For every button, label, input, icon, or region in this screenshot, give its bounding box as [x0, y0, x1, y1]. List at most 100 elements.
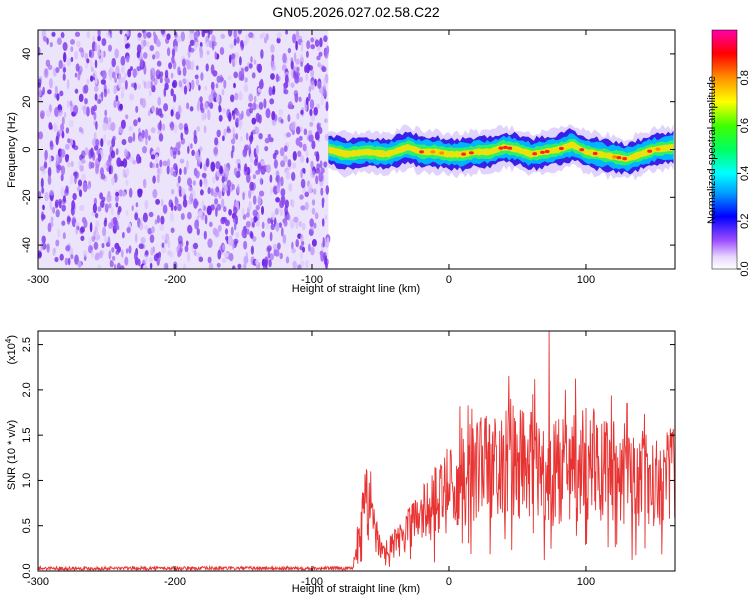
- noise-cell: [148, 135, 151, 141]
- noise-cell: [38, 87, 42, 97]
- noise-cell: [319, 160, 323, 169]
- noise-cell: [65, 185, 69, 194]
- noise-cell: [72, 193, 77, 201]
- noise-cell: [53, 122, 57, 133]
- noise-cell: [103, 133, 107, 142]
- noise-cell: [231, 242, 235, 250]
- noise-cell: [248, 143, 251, 151]
- noise-cell: [142, 264, 148, 269]
- noise-cell: [157, 122, 162, 131]
- y-tick-label: 1.5: [21, 428, 33, 443]
- noise-cell: [223, 206, 227, 213]
- noise-cell: [308, 134, 314, 143]
- noise-cell: [115, 148, 119, 156]
- noise-cell: [49, 200, 52, 211]
- noise-cell: [138, 258, 141, 267]
- noise-cell: [255, 144, 259, 155]
- noise-cell: [236, 158, 241, 166]
- noise-cell: [276, 186, 281, 193]
- noise-cell: [172, 150, 177, 160]
- noise-cell: [295, 239, 300, 248]
- noise-cell: [300, 178, 306, 189]
- noise-cell: [213, 146, 219, 155]
- noise-cell: [54, 85, 58, 92]
- noise-cell: [192, 242, 199, 250]
- noise-cell: [248, 200, 252, 211]
- noise-cell: [182, 199, 188, 208]
- noise-cell: [90, 162, 95, 169]
- noise-cell: [287, 114, 291, 122]
- noise-cell: [235, 117, 240, 124]
- noise-cell: [70, 46, 74, 52]
- noise-cell: [66, 79, 70, 90]
- noise-cell: [211, 40, 215, 51]
- noise-cell: [161, 242, 165, 248]
- noise-cell: [116, 225, 120, 230]
- colorbar-gradient: [711, 29, 738, 270]
- noise-cell: [149, 45, 155, 52]
- y-tick-label: 2.0: [21, 382, 33, 397]
- noise-cell: [61, 116, 65, 125]
- noise-cell: [309, 121, 314, 127]
- noise-cell: [60, 148, 66, 158]
- noise-cell: [309, 218, 315, 228]
- noise-cell: [320, 87, 324, 96]
- snr-scale-factor: (x104): [4, 335, 18, 365]
- noise-cell: [141, 129, 145, 139]
- noise-cell: [107, 88, 110, 95]
- noise-cell: [124, 43, 129, 49]
- noise-cell: [91, 235, 96, 242]
- noise-cell: [318, 172, 324, 182]
- noise-cell: [176, 35, 182, 43]
- noise-cell: [226, 179, 232, 188]
- noise-cell: [269, 174, 273, 183]
- noise-cell: [259, 190, 265, 197]
- noise-cell: [234, 222, 237, 231]
- noise-cell: [70, 57, 74, 62]
- noise-cell: [69, 174, 74, 185]
- noise-cell: [100, 138, 104, 148]
- noise-cell: [44, 149, 48, 160]
- noise-cell: [324, 255, 328, 266]
- noise-cell: [144, 128, 149, 140]
- noise-cell: [59, 90, 64, 97]
- snr-y-ticks: 0.0 0.5 1.0 1.5 2.0 2.5: [21, 337, 675, 579]
- noise-cell: [275, 222, 280, 232]
- noise-cell: [74, 31, 81, 37]
- noise-cell: [237, 183, 240, 194]
- signal-hot-spot: [461, 152, 466, 156]
- noise-cell: [48, 122, 53, 130]
- noise-cell: [310, 80, 315, 91]
- noise-cell: [311, 170, 316, 178]
- noise-cell: [290, 59, 294, 70]
- noise-cell: [298, 96, 302, 103]
- noise-cell: [223, 252, 229, 258]
- noise-cell: [149, 262, 153, 269]
- noise-cell: [199, 96, 203, 103]
- noise-cell: [233, 206, 238, 215]
- noise-cell: [166, 33, 171, 40]
- noise-cell: [321, 199, 325, 209]
- noise-cell: [264, 137, 270, 144]
- noise-cell: [255, 259, 259, 266]
- noise-cell: [164, 69, 169, 79]
- noise-cell: [135, 105, 139, 113]
- noise-cell: [152, 175, 156, 184]
- noise-cell: [114, 242, 120, 250]
- colorbar-label: Normalized spectral amplitude: [706, 76, 718, 224]
- noise-cell: [54, 256, 59, 263]
- noise-cell: [65, 143, 70, 150]
- noise-cell: [283, 145, 288, 152]
- noise-cell: [183, 263, 187, 269]
- x-tick-label: -300: [27, 576, 49, 588]
- noise-cell: [67, 257, 71, 266]
- noise-cell: [256, 90, 260, 97]
- noise-cell: [245, 212, 250, 218]
- noise-cell: [120, 90, 125, 99]
- noise-cell: [287, 47, 292, 54]
- noise-cell: [279, 147, 285, 157]
- noise-cell: [274, 208, 279, 216]
- noise-cell: [147, 227, 153, 235]
- signal-hot-spot: [419, 150, 424, 154]
- noise-cell: [133, 251, 138, 261]
